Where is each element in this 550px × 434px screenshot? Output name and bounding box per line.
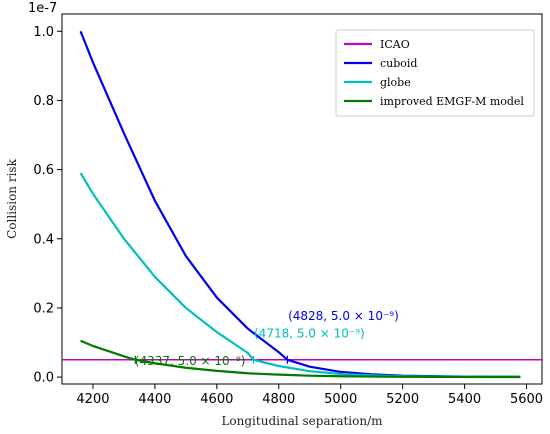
x-tick-label-4200: 4200: [76, 392, 109, 407]
y-tick-label-2: 0.4: [33, 232, 54, 247]
annotation-label-0: (4828, 5.0 × 10⁻⁹): [288, 309, 399, 323]
y-tick-label-5: 1.0: [33, 25, 54, 40]
y-axis-label: Collision risk: [5, 158, 19, 238]
legend-label-globe: globe: [380, 76, 411, 89]
x-axis-label: Longitudinal separation/m: [221, 414, 383, 428]
annotation-layer: (4828, 5.0 × 10⁻⁹) (4718, 5.0 × 10⁻⁹) (433…: [135, 309, 399, 368]
tick-layer: 4200 4400 4600 4800 5000 5200 5400 5600 0.0 0.2 0.…: [33, 25, 543, 407]
x-tick-label-4600: 4600: [200, 392, 233, 407]
x-tick-label-4400: 4400: [138, 392, 171, 407]
legend-label-icao: ICAO: [380, 38, 410, 51]
annotation-label-1: (4718, 5.0 × 10⁻⁹): [254, 326, 365, 340]
x-tick-label-5000: 5000: [324, 392, 357, 407]
x-tick-label-5600: 5600: [510, 392, 543, 407]
y-tick-label-0: 0.0: [33, 371, 54, 386]
legend-label-improved-emgf-m-model: improved EMGF-M model: [380, 95, 524, 108]
y-tick-label-3: 0.6: [33, 163, 54, 178]
x-tick-label-5400: 5400: [448, 392, 481, 407]
y-tick-label-4: 0.8: [33, 94, 54, 109]
annotation-label-2: (4337, 5.0 × 10⁻⁹): [135, 354, 246, 368]
y-tick-label-1: 0.2: [33, 301, 54, 316]
legend-box: [335, 29, 535, 117]
series-line-improved-emgf-m-model: [80, 339, 521, 379]
x-tick-label-4800: 4800: [262, 392, 295, 407]
y-offset-label: 1e-7: [28, 1, 57, 16]
x-tick-label-5200: 5200: [386, 392, 419, 407]
legend: ICAO cuboid globe improved EMGF-M model: [335, 29, 535, 117]
legend-label-cuboid: cuboid: [380, 57, 417, 70]
